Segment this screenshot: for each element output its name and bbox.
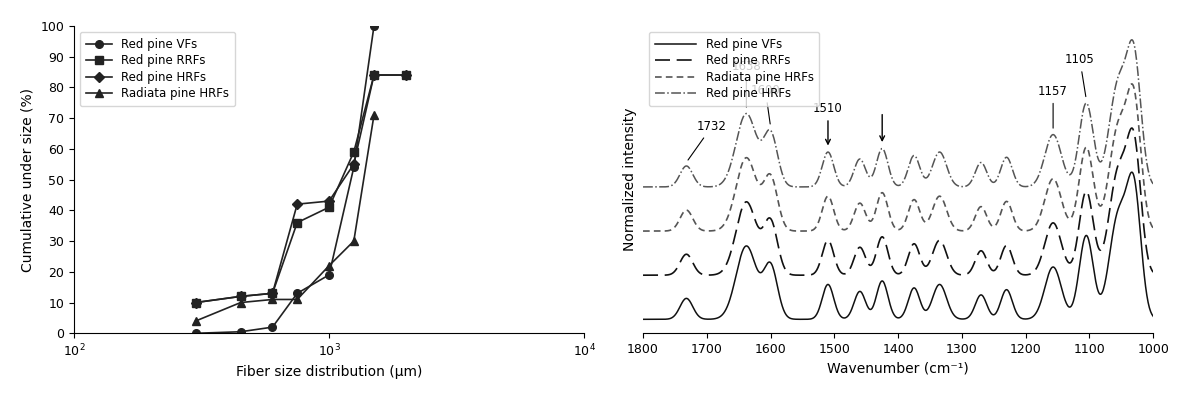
Line: Radiata pine HRFs: Radiata pine HRFs (192, 111, 378, 325)
Red pine VFs (322, 272, 337, 277)
Red pine VFs (233, 329, 248, 334)
Red pine HRFs (265, 291, 280, 296)
Red pine RRFs (265, 291, 280, 296)
Red pine RRFs (290, 220, 305, 225)
Red pine VFs (265, 325, 280, 330)
Text: 1105: 1105 (1065, 53, 1095, 96)
Red pine HRFs (367, 73, 381, 78)
X-axis label: Wavenumber (cm⁻¹): Wavenumber (cm⁻¹) (827, 362, 969, 376)
Radiata pine HRFs (188, 318, 202, 323)
Line: Red pine VFs: Red pine VFs (192, 22, 378, 337)
Text: 1600: 1600 (751, 84, 781, 124)
Red pine VFs (346, 165, 361, 170)
Red pine RRFs (322, 205, 337, 210)
Red pine HRFs (233, 294, 248, 299)
Text: 1732: 1732 (688, 120, 727, 160)
Red pine RRFs (188, 300, 202, 305)
Radiata pine HRFs (367, 112, 381, 117)
Legend: Red pine VFs, Red pine RRFs, Radiata pine HRFs, Red pine HRFs: Red pine VFs, Red pine RRFs, Radiata pin… (649, 32, 820, 106)
Y-axis label: Normalized intensity: Normalized intensity (624, 108, 638, 251)
Red pine VFs (290, 291, 305, 296)
Red pine VFs (367, 24, 381, 28)
Radiata pine HRFs (265, 297, 280, 302)
Red pine HRFs (346, 162, 361, 166)
Y-axis label: Cumulative under size (%): Cumulative under size (%) (21, 88, 35, 272)
Text: 1157: 1157 (1038, 85, 1069, 128)
Red pine RRFs (367, 73, 381, 78)
Text: 1510: 1510 (813, 102, 843, 144)
Text: 1638: 1638 (732, 60, 762, 107)
Red pine VFs (188, 331, 202, 336)
X-axis label: Fiber size distribution (μm): Fiber size distribution (μm) (236, 365, 422, 379)
Radiata pine HRFs (233, 300, 248, 305)
Line: Red pine RRFs: Red pine RRFs (192, 71, 409, 306)
Red pine HRFs (322, 199, 337, 204)
Red pine HRFs (399, 73, 413, 78)
Red pine RRFs (346, 150, 361, 154)
Radiata pine HRFs (290, 297, 305, 302)
Legend: Red pine VFs, Red pine RRFs, Red pine HRFs, Radiata pine HRFs: Red pine VFs, Red pine RRFs, Red pine HR… (80, 32, 236, 106)
Red pine RRFs (233, 294, 248, 299)
Radiata pine HRFs (322, 263, 337, 268)
Red pine RRFs (399, 73, 413, 78)
Radiata pine HRFs (346, 239, 361, 244)
Red pine HRFs (290, 202, 305, 206)
Red pine HRFs (188, 300, 202, 305)
Line: Red pine HRFs: Red pine HRFs (192, 71, 409, 306)
